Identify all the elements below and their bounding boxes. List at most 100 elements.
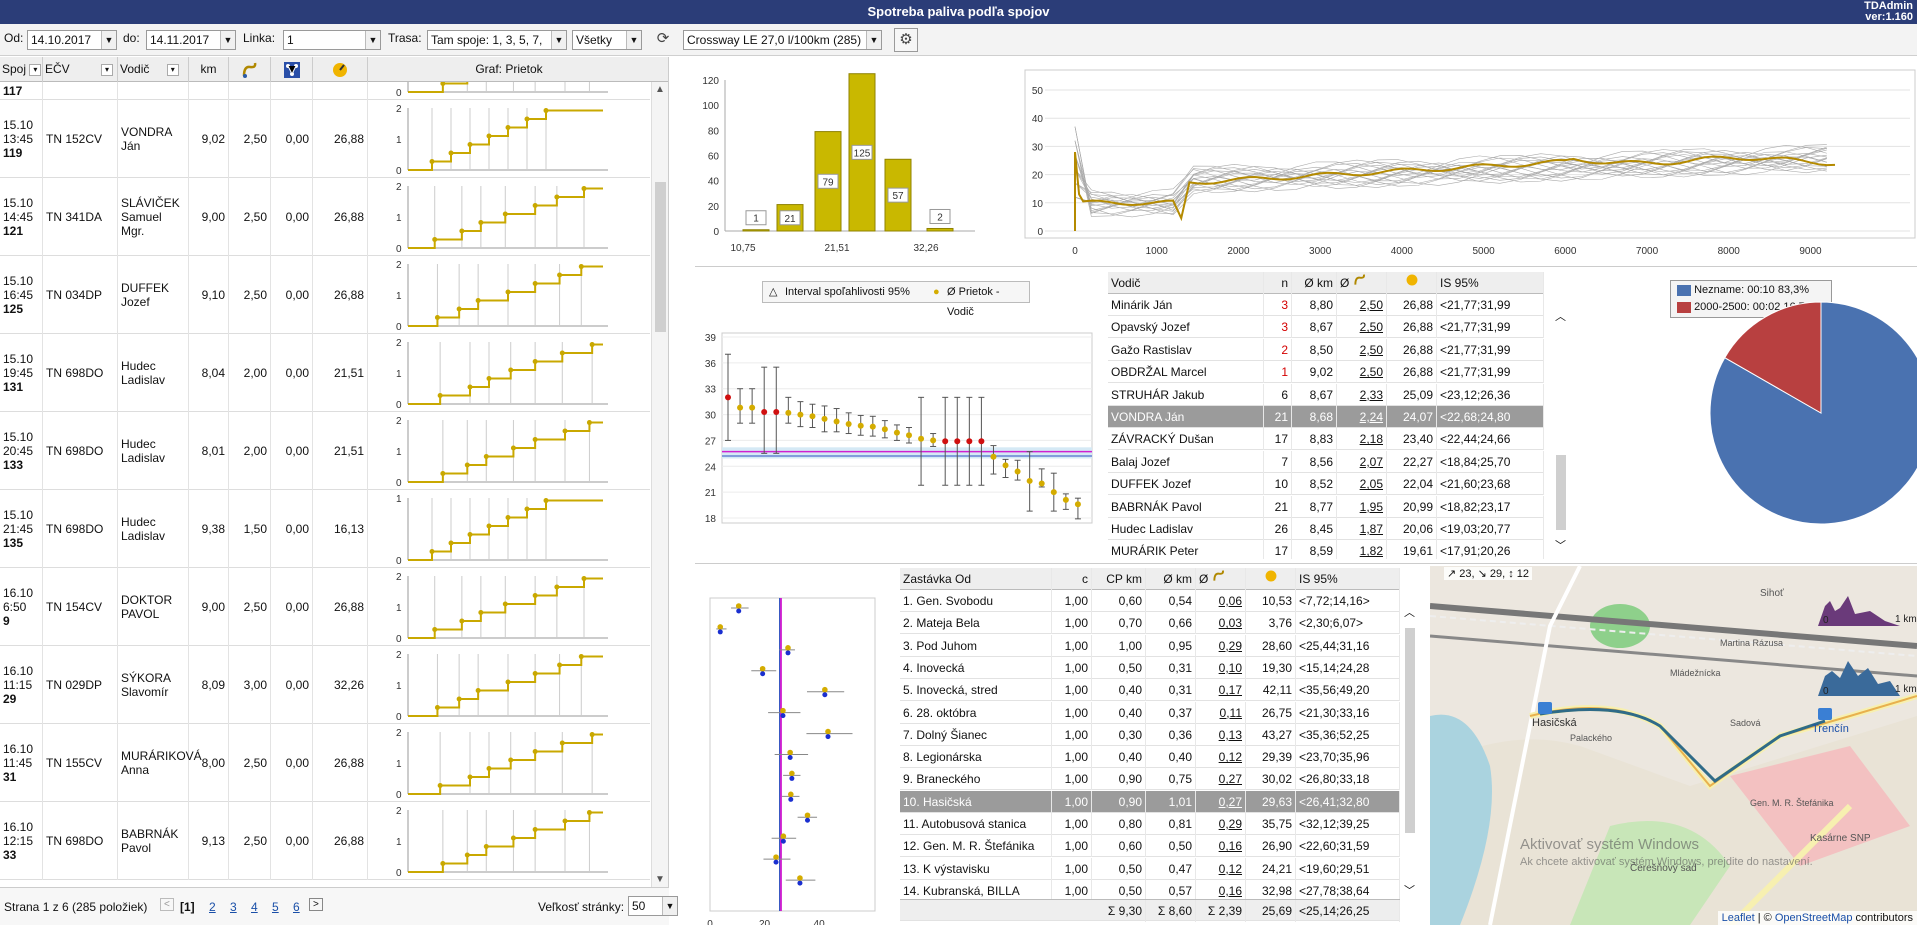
settings-button[interactable]: ⚙ bbox=[894, 28, 918, 52]
th-vodic[interactable]: Vodič bbox=[1108, 272, 1264, 294]
chevron-down-icon[interactable]: ▼ bbox=[220, 31, 235, 49]
vsetky-select[interactable]: Všetky ▼ bbox=[572, 30, 642, 50]
table-row[interactable]: 15.10 13:45 119 TN 152CV VONDRA Ján 9,02 2,50 0… bbox=[0, 100, 650, 178]
th-is[interactable]: IS 95% bbox=[1296, 568, 1400, 590]
col-spotreba[interactable] bbox=[313, 57, 368, 82]
chevron-down-icon[interactable]: ▼ bbox=[365, 31, 380, 49]
table-row[interactable]: Minárik Ján 3 8,80 2,50 26,88 <21,77;31,99 bbox=[1108, 294, 1544, 316]
page-link-label[interactable]: 4 bbox=[251, 900, 258, 914]
trasa-select[interactable]: Tam spoje: 1, 3, 5, 7, ▼ bbox=[427, 30, 567, 50]
table-row[interactable]: MURÁRIK Peter 17 8,59 1,82 19,61 <17,91;20,26 bbox=[1108, 540, 1544, 559]
table-row[interactable]: 4. Inovecká 1,00 0,50 0,31 0,10 19,30 <15,14;2… bbox=[900, 656, 1400, 679]
table-row[interactable]: 2. Mateja Bela 1,00 0,70 0,66 0,03 3,76 <2,30;… bbox=[900, 612, 1400, 635]
chevron-down-icon[interactable]: ▼ bbox=[662, 897, 677, 915]
next-page-button[interactable]: > bbox=[309, 898, 323, 911]
linka-select[interactable]: 1 ▼ bbox=[283, 30, 381, 50]
table-row[interactable]: Opavský Jozef 3 8,67 2,50 26,88 <21,77;31,99 bbox=[1108, 316, 1544, 339]
th-prietok[interactable]: Ø bbox=[1196, 568, 1246, 590]
table-row[interactable]: BABRNÁK Pavol 21 8,77 1,95 20,99 <18,82;23,17 bbox=[1108, 495, 1544, 518]
bus-stop-icon[interactable] bbox=[1818, 708, 1832, 720]
table-row[interactable]: 7. Dolný Šianec 1,00 0,30 0,36 0,13 43,27 <35,… bbox=[900, 723, 1400, 746]
page-link-2[interactable]: 2 bbox=[209, 900, 216, 914]
th-c[interactable]: c bbox=[1052, 568, 1092, 590]
table-row[interactable]: 16.10 11:15 29 TN 029DP SÝKORA Slavomír 8,09 3… bbox=[0, 646, 650, 724]
page-link-6[interactable]: 6 bbox=[293, 900, 300, 914]
scroll-up-icon[interactable]: ︿ bbox=[1404, 607, 1415, 619]
table-row[interactable]: Hudec Ladislav 26 8,45 1,87 20,06 <19,03;20,7… bbox=[1108, 518, 1544, 540]
table-row[interactable]: Balaj Jozef 7 8,56 2,07 22,27 <18,84;25,70 bbox=[1108, 450, 1544, 473]
osm-link[interactable]: OpenStreetMap bbox=[1774, 912, 1853, 924]
page-link-label[interactable]: 3 bbox=[230, 900, 237, 914]
page-link-label[interactable]: 5 bbox=[272, 900, 279, 914]
map-canvas[interactable]: Hasičská Trenčín Sihoť Kasárne SNP Čereš… bbox=[1430, 566, 1917, 925]
table-row[interactable]: 15.10 21:45 135 TN 698DO Hudec Ladislav 9,38 1… bbox=[0, 490, 650, 568]
table-row[interactable]: 1. Gen. Svobodu 1,00 0,60 0,54 0,06 10,53 <7,7… bbox=[900, 590, 1400, 612]
th-zastavka[interactable]: Zastávka Od bbox=[900, 568, 1052, 590]
page-link-5[interactable]: 5 bbox=[272, 900, 279, 914]
th-is[interactable]: IS 95% bbox=[1437, 272, 1544, 294]
page-link-label[interactable]: 2 bbox=[209, 900, 216, 914]
driver-table-scrollbar[interactable]: ︿ ﹀ bbox=[1553, 300, 1569, 555]
od-date-picker[interactable]: 14.10.2017 ▼ bbox=[27, 30, 117, 50]
splitter[interactable] bbox=[695, 266, 1917, 267]
chevron-down-icon[interactable]: ▼ bbox=[866, 31, 881, 49]
th-cpkm[interactable]: CP km bbox=[1092, 568, 1146, 590]
table-row[interactable]: STRUHÁR Jakub 6 8,67 2,33 25,09 <23,12;26,36 bbox=[1108, 383, 1544, 406]
th-km[interactable]: Ø km bbox=[1292, 272, 1337, 294]
chevron-down-icon[interactable]: ▼ bbox=[551, 31, 566, 49]
col-prietok[interactable] bbox=[229, 57, 271, 82]
page-size-select[interactable]: 50 ▼ bbox=[628, 896, 678, 916]
th-km[interactable]: Ø km bbox=[1146, 568, 1196, 590]
col-spoj[interactable]: Spoj ▾ bbox=[0, 57, 43, 82]
table-row[interactable]: OBDRŽAL Marcel 1 9,02 2,50 26,88 <21,77;31,99 bbox=[1108, 361, 1544, 384]
table-row[interactable]: 15.10 20:45 133 TN 698DO Hudec Ladislav 8,01 2… bbox=[0, 412, 650, 490]
page-link-4[interactable]: 4 bbox=[251, 900, 258, 914]
scroll-up-icon[interactable]: ︿ bbox=[1555, 311, 1566, 323]
vehicle-select[interactable]: Crossway LE 27,0 l/100km (285) ▼ bbox=[683, 30, 882, 50]
leaflet-link[interactable]: Leaflet bbox=[1721, 912, 1755, 924]
col-ecv[interactable]: EČV ▾ bbox=[43, 57, 118, 82]
scroll-down-icon[interactable]: ▼ bbox=[655, 874, 665, 885]
scroll-up-icon[interactable]: ▲ bbox=[655, 84, 665, 95]
do-date-picker[interactable]: 14.11.2017 ▼ bbox=[146, 30, 236, 50]
table-row[interactable]: ZÁVRACKÝ Dušan 17 8,83 2,18 23,40 <22,44;24,6… bbox=[1108, 428, 1544, 451]
col-zastavky[interactable] bbox=[271, 57, 313, 82]
filter-icon[interactable]: ▾ bbox=[166, 63, 179, 76]
th-prietok[interactable]: Ø bbox=[1337, 272, 1387, 294]
filter-icon[interactable]: ▾ bbox=[101, 63, 114, 76]
th-spotreba[interactable] bbox=[1246, 568, 1296, 590]
splitter[interactable] bbox=[695, 563, 1917, 564]
table-row[interactable]: 3. Pod Juhom 1,00 1,00 0,95 0,29 28,60 <25,44;… bbox=[900, 634, 1400, 657]
page-link-label[interactable]: 6 bbox=[293, 900, 300, 914]
table-row[interactable]: 9. Braneckého 1,00 0,90 0,75 0,27 30,02 <26,80… bbox=[900, 768, 1400, 791]
stop-table-scrollbar[interactable]: ︿ ﹀ bbox=[1402, 600, 1418, 900]
col-vodic[interactable]: Vodič ▾ bbox=[118, 57, 189, 82]
scroll-thumb[interactable] bbox=[655, 182, 666, 332]
table-row[interactable]: 16.10 6:50 9 TN 154CV DOKTOR PAVOL 9,00 2,50 0,… bbox=[0, 568, 650, 646]
table-row[interactable]: 117 012 bbox=[0, 82, 650, 100]
table-row[interactable]: 6. 28. októbra 1,00 0,40 0,37 0,11 26,75 <21,3… bbox=[900, 701, 1400, 724]
col-km[interactable]: km bbox=[189, 57, 229, 82]
chevron-down-icon[interactable]: ▼ bbox=[626, 31, 641, 49]
table-row[interactable]: 16.10 11:45 31 TN 155CV MURÁRIKOVÁ Anna 8,00 2… bbox=[0, 724, 650, 802]
grid-scrollbar[interactable]: ▲ ▼ bbox=[651, 82, 668, 887]
table-row[interactable]: 15.10 14:45 121 TN 341DA SLÁVIČEK Samuel Mgr… bbox=[0, 178, 650, 256]
scroll-thumb[interactable] bbox=[1556, 455, 1566, 530]
table-row[interactable]: 10. Hasičská 1,00 0,90 1,01 0,27 29,63 <26,41;… bbox=[900, 790, 1400, 813]
table-row[interactable]: Gažo Rastislav 2 8,50 2,50 26,88 <21,77;31,99 bbox=[1108, 338, 1544, 361]
table-row[interactable]: 11. Autobusová stanica 1,00 0,80 0,81 0,29 35… bbox=[900, 813, 1400, 835]
table-row[interactable]: 8. Legionárska 1,00 0,40 0,40 0,12 29,39 <23,7… bbox=[900, 746, 1400, 769]
table-row[interactable]: 15.10 16:45 125 TN 034DP DUFFEK Jozef 9,10 2,5… bbox=[0, 256, 650, 334]
table-row[interactable]: 15.10 19:45 131 TN 698DO Hudec Ladislav 8,04 2… bbox=[0, 334, 650, 412]
prev-page-button[interactable]: < bbox=[160, 898, 174, 911]
page-link-3[interactable]: 3 bbox=[230, 900, 237, 914]
chevron-down-icon[interactable]: ▼ bbox=[101, 31, 116, 49]
scroll-down-icon[interactable]: ﹀ bbox=[1555, 540, 1566, 552]
scroll-down-icon[interactable]: ﹀ bbox=[1404, 885, 1415, 897]
refresh-icon[interactable]: ⟳ bbox=[656, 30, 670, 47]
table-row[interactable]: 13. K výstavisku 1,00 0,50 0,47 0,12 24,21 <19… bbox=[900, 857, 1400, 880]
th-n[interactable]: n bbox=[1264, 272, 1292, 294]
table-row[interactable]: 5. Inovecká, stred 1,00 0,40 0,31 0,17 42,11 <… bbox=[900, 679, 1400, 702]
scroll-thumb[interactable] bbox=[1405, 628, 1415, 833]
table-row[interactable]: VONDRA Ján 21 8,68 2,24 24,07 <22,68;24,80 bbox=[1108, 406, 1544, 428]
